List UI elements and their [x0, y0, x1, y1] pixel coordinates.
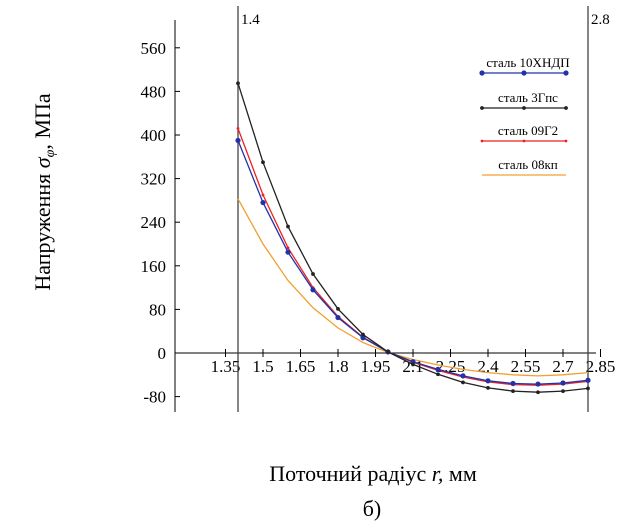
- figure-caption: б): [363, 496, 382, 521]
- y-tick-label: 240: [141, 213, 167, 232]
- legend-swatch-marker: [479, 70, 485, 76]
- legend-swatch-marker: [522, 106, 526, 110]
- y-axis-label-main: Напруження: [30, 168, 55, 290]
- series-point: [585, 377, 591, 383]
- y-axis-label: Напруження σφ, МПа: [30, 93, 58, 290]
- y-tick-label: 80: [149, 300, 166, 319]
- y-tick-label: 400: [141, 126, 167, 145]
- y-tick-label: 0: [158, 344, 167, 363]
- series-line: [237, 140, 589, 385]
- x-axis-label-main: Поточний радіус: [269, 461, 432, 486]
- x-axis-label: Поточний радіус r, мм: [269, 461, 477, 486]
- legend-label: сталь 10ХНДП: [486, 55, 569, 70]
- legend-label: сталь 09Г2: [498, 123, 558, 138]
- boundary-label: 2.8: [591, 12, 610, 28]
- series-point: [561, 389, 565, 394]
- legend-label: сталь 3Гпс: [498, 90, 558, 105]
- series-point: [535, 381, 541, 387]
- y-axis-label-unit: , МПа: [30, 93, 55, 149]
- x-tick-label: 1.65: [286, 357, 316, 376]
- series-point: [236, 81, 240, 86]
- legend-swatch-marker: [480, 139, 484, 143]
- series-point: [586, 386, 590, 391]
- y-tick-label: 160: [141, 257, 167, 276]
- boundary-label: 1.4: [241, 12, 260, 28]
- series-point: [361, 332, 365, 337]
- series-layer: [235, 81, 591, 395]
- x-axis-label-var: r,: [432, 461, 444, 486]
- legend-swatch-marker: [564, 139, 568, 143]
- series-point: [511, 389, 515, 394]
- y-axis-label-sub: φ: [43, 149, 58, 157]
- series-point: [436, 372, 440, 377]
- series-point: [261, 193, 265, 197]
- series-point: [411, 362, 415, 367]
- series-point: [336, 306, 340, 311]
- series-point: [560, 380, 566, 386]
- series-point: [410, 359, 416, 365]
- series-point: [260, 199, 266, 206]
- x-tick-label: 2.55: [511, 357, 541, 376]
- y-tick-label: 320: [141, 170, 167, 189]
- series-point: [286, 224, 290, 229]
- y-tick-label: 480: [141, 82, 167, 101]
- legend-swatch-marker: [522, 139, 526, 143]
- series-point: [335, 314, 341, 321]
- y-tick-label: -80: [143, 388, 166, 407]
- series-point: [235, 137, 241, 144]
- series-point: [461, 380, 465, 385]
- series-point: [285, 249, 291, 255]
- legend-label: сталь 08кп: [498, 157, 557, 172]
- series-point: [536, 390, 540, 395]
- x-tick-label: 1.8: [327, 357, 348, 376]
- legend: сталь 10ХНДП сталь 3Гпс сталь 09Г2 сталь 08…: [479, 55, 570, 176]
- x-tick-label: 1.5: [252, 357, 273, 376]
- x-tick-label: 1.95: [361, 357, 391, 376]
- legend-swatch-marker: [564, 106, 568, 110]
- series-point: [310, 287, 316, 293]
- y-tick-label: 560: [141, 39, 167, 58]
- x-tick-label: 2.4: [477, 357, 499, 376]
- x-axis-label-unit: мм: [443, 461, 476, 486]
- series-point: [435, 366, 441, 372]
- svg-text:Напруження σφ, МПа: Напруження σφ, МПа: [30, 93, 58, 290]
- legend-swatch-marker: [563, 70, 569, 76]
- series-point: [486, 385, 490, 390]
- series-point: [236, 127, 240, 130]
- x-tick-label: 2.85: [586, 357, 616, 376]
- series-point: [360, 335, 366, 341]
- y-axis-label-sigma: σ: [30, 156, 55, 168]
- series-point: [286, 246, 290, 250]
- legend-swatch-marker: [521, 70, 527, 76]
- series-point: [386, 350, 390, 354]
- series-point: [460, 373, 466, 379]
- series-point: [311, 272, 315, 276]
- x-tick-label: 1.35: [211, 357, 241, 376]
- legend-swatch-marker: [480, 106, 484, 110]
- series-point: [510, 380, 516, 387]
- series-point: [261, 160, 265, 165]
- series-point: [485, 378, 491, 384]
- x-tick-label: 2.7: [552, 357, 574, 376]
